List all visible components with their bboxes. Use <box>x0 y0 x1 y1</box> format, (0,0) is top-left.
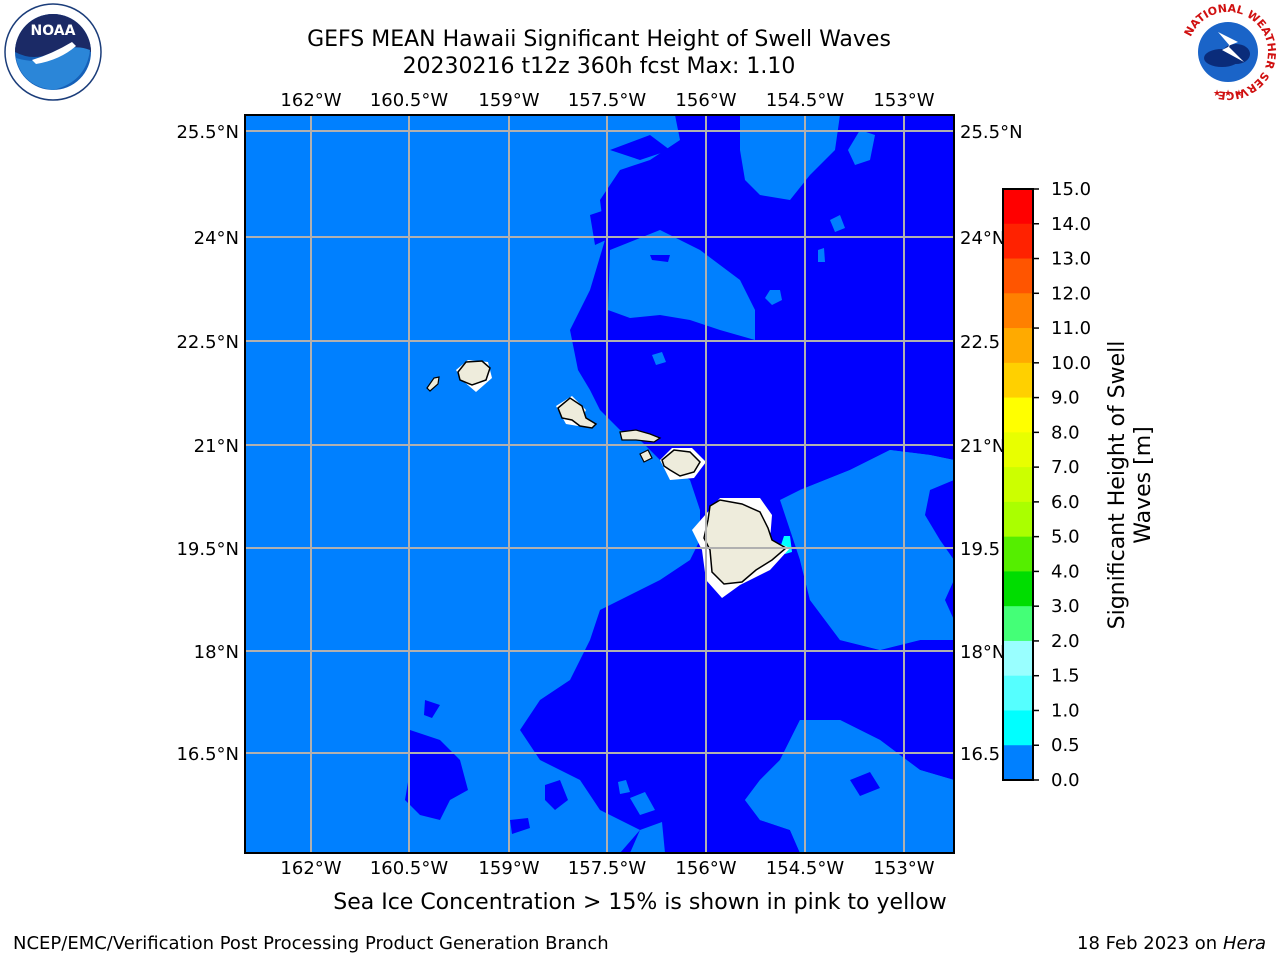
lat-label-left: 24°N <box>194 228 239 249</box>
colorbar-segment <box>1003 745 1033 781</box>
colorbar-tick-label: 6.0 <box>1051 492 1080 513</box>
colorbar-segment <box>1003 640 1033 677</box>
footer-host: Hera <box>1222 933 1266 954</box>
colorbar-segment <box>1003 501 1033 538</box>
lon-label-top: 157.5°W <box>568 90 647 111</box>
lat-label-right: 16.5 <box>960 744 1000 765</box>
colorbar-tick-label: 9.0 <box>1051 388 1080 409</box>
colorbar-tick-label: 10.0 <box>1051 353 1091 374</box>
footer-credit: NCEP/EMC/Verification Post Processing Pr… <box>13 933 609 954</box>
colorbar-tick-label: 2.0 <box>1051 631 1080 652</box>
lat-label-right: 25.5°N <box>960 122 1023 143</box>
colorbar-tick-label: 5.0 <box>1051 527 1080 548</box>
colorbar-segment <box>1003 223 1033 260</box>
nws-logo: NATIONAL WEATHER SERVICE ★ ★ ★ <box>1181 2 1278 102</box>
lat-label-right: 19.5 <box>960 539 1000 560</box>
lon-label-top: 153°W <box>873 90 934 111</box>
colorbar: 15.0 14.0 13.0 12.0 11.0 10.0 9.0 8.0 7.0 6.0 5.0 4… <box>1002 179 1091 791</box>
colorbar-tick-label: 7.0 <box>1051 457 1080 478</box>
lat-label-right: 18°N <box>960 642 1005 663</box>
lat-label-left: 16.5°N <box>176 744 239 765</box>
colorbar-segment <box>1003 606 1033 642</box>
colorbar-segment <box>1003 467 1033 503</box>
island-lanai <box>639 449 653 463</box>
colorbar-label-units: Waves [m] <box>1131 426 1156 543</box>
colorbar-segment <box>1003 293 1033 329</box>
colorbar-tick-label: 4.0 <box>1051 561 1080 582</box>
lat-label-left: 25.5°N <box>176 122 239 143</box>
colorbar-tick-label: 11.0 <box>1051 318 1091 339</box>
island-oahu <box>557 397 598 429</box>
lon-label-bottom: 157.5°W <box>568 858 647 879</box>
colorbar-segment <box>1003 536 1033 572</box>
lon-label-bottom: 154.5°W <box>766 858 845 879</box>
lat-label-left: 18°N <box>194 642 239 663</box>
footer-date: 18 Feb 2023 on Hera <box>1077 933 1266 954</box>
lon-label-bottom: 159°W <box>478 858 539 879</box>
island-kauai <box>457 360 491 386</box>
colorbar-tick-label: 15.0 <box>1051 179 1091 200</box>
colorbar-tick-label: 1.5 <box>1051 666 1080 687</box>
svg-text:★ ★ ★: ★ ★ ★ <box>1213 89 1243 99</box>
lon-label-bottom: 153°W <box>873 858 934 879</box>
island-molokai <box>619 429 662 443</box>
lon-label-top: 156°W <box>675 90 736 111</box>
island-maui <box>661 449 701 477</box>
lat-label-left: 19.5°N <box>176 539 239 560</box>
lon-label-top: 162°W <box>280 90 341 111</box>
colorbar-segment <box>1003 258 1033 294</box>
colorbar-segment <box>1003 397 1033 433</box>
lon-label-top: 154.5°W <box>766 90 845 111</box>
colorbar-tick-label: 8.0 <box>1051 422 1080 443</box>
colorbar-segment <box>1003 362 1033 399</box>
colorbar-segment <box>1003 571 1033 607</box>
lon-label-bottom: 162°W <box>280 858 341 879</box>
colorbar-tick-label: 13.0 <box>1051 249 1091 270</box>
colorbar-segment <box>1003 328 1033 364</box>
svg-text:NOAA: NOAA <box>31 23 76 39</box>
lat-label-right: 22.5 <box>960 332 1000 353</box>
sea-ice-caption: Sea Ice Concentration > 15% is shown in … <box>333 890 947 915</box>
colorbar-segment <box>1003 710 1033 746</box>
colorbar-frame <box>1002 188 1034 781</box>
lat-label-left: 21°N <box>194 436 239 457</box>
lon-label-top: 160.5°W <box>370 90 449 111</box>
colorbar-segment <box>1003 189 1033 225</box>
lat-label-left: 22.5°N <box>176 332 239 353</box>
colorbar-tick-label: 3.0 <box>1051 596 1080 617</box>
colorbar-label: Significant Height of Swell <box>1105 341 1130 630</box>
colorbar-segment <box>1003 675 1033 711</box>
colorbar-tick-label: 0.5 <box>1051 735 1080 756</box>
lat-label-right: 24°N <box>960 228 1005 249</box>
lon-label-bottom: 156°W <box>675 858 736 879</box>
colorbar-tick-label: 14.0 <box>1051 214 1091 235</box>
colorbar-tick-label: 0.0 <box>1051 770 1080 791</box>
chart-subtitle: 20230216 t12z 360h fcst Max: 1.10 <box>402 54 796 79</box>
lon-label-top: 159°W <box>478 90 539 111</box>
chart-title: GEFS MEAN Hawaii Significant Height of S… <box>307 27 891 52</box>
colorbar-segment <box>1003 432 1033 468</box>
lat-label-right: 21°N <box>960 436 1005 457</box>
noaa-logo: NOAA <box>4 3 102 101</box>
lon-label-bottom: 160.5°W <box>370 858 449 879</box>
island-niihau <box>426 376 440 392</box>
colorbar-tick-label: 12.0 <box>1051 283 1091 304</box>
footer-date-text: 18 Feb 2023 on <box>1077 933 1218 954</box>
colorbar-tick-label: 1.0 <box>1051 700 1080 721</box>
